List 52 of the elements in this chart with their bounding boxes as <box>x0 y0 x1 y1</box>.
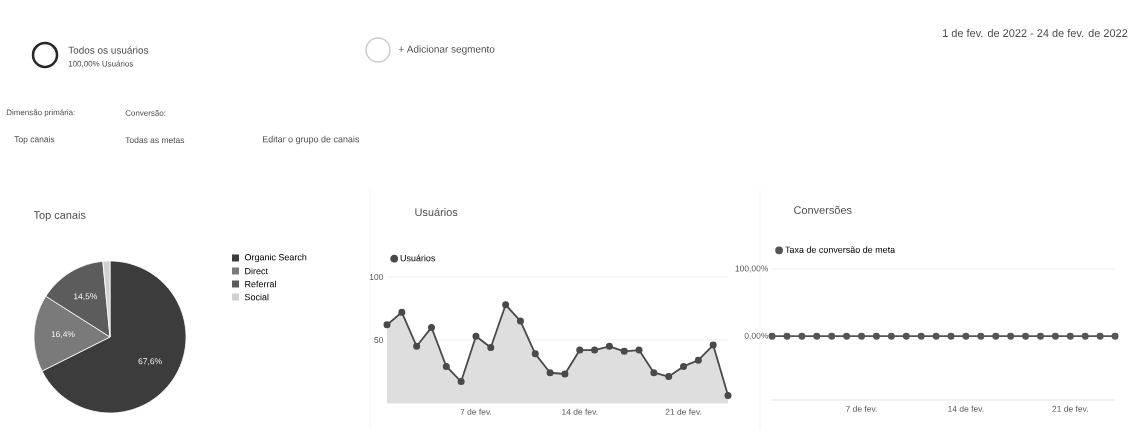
chart-title: Conversões <box>794 206 852 214</box>
text: Todas as metas <box>125 136 185 144</box>
point <box>457 378 465 386</box>
point <box>724 391 732 399</box>
point <box>635 346 643 354</box>
point <box>576 346 584 354</box>
point <box>427 323 435 331</box>
point <box>680 362 688 370</box>
data-label: 67,6% <box>138 358 162 366</box>
legend-label: Direct <box>245 267 268 275</box>
point <box>591 346 599 354</box>
chart-title: Usuários <box>415 207 458 217</box>
text: + Adicionar segmento <box>398 45 495 55</box>
y-tick-label: 0,00% <box>744 332 769 340</box>
x-tick-label: 14 de fev. <box>562 408 598 415</box>
chart-title: Top canais <box>33 210 86 222</box>
point <box>605 342 613 350</box>
point <box>650 369 658 377</box>
point <box>531 350 539 358</box>
data-label: 14,5% <box>74 293 98 301</box>
point <box>472 332 480 340</box>
x-tick-label: 21 de fev. <box>665 408 702 415</box>
point <box>620 347 628 355</box>
x-tick-label: 7 de fev. <box>846 405 877 412</box>
point <box>383 321 391 329</box>
point <box>709 341 717 349</box>
legend-label: Taxa de conversão de meta <box>785 246 896 253</box>
x-tick-label: 14 de fev. <box>948 405 984 412</box>
point <box>398 308 406 316</box>
data-label: 16,4% <box>51 331 75 339</box>
x-tick-label: 7 de fev. <box>460 408 492 415</box>
x-tick-label: 21 de fev. <box>1052 405 1088 412</box>
legend-label: Organic Search <box>244 253 307 263</box>
y-tick-label: 100 <box>369 273 384 280</box>
point <box>516 317 524 325</box>
point <box>546 369 554 377</box>
legend-label: Social <box>244 293 269 301</box>
text: Top canais <box>14 136 55 144</box>
text: Todos os usuários <box>68 46 149 54</box>
point <box>665 373 673 381</box>
point <box>694 356 702 364</box>
point <box>502 301 510 309</box>
point <box>413 342 421 350</box>
text: 1 de fev. de 2022 - 24 de fev. de 2022 <box>943 28 1128 38</box>
legend-label: Referral <box>245 280 276 288</box>
legend-label: Usuários <box>400 254 436 262</box>
y-tick-label: 50 <box>374 336 384 343</box>
text: Editar o grupo de canais <box>262 135 360 145</box>
point <box>561 370 569 378</box>
y-tick-label: 100,00% <box>735 265 769 273</box>
point <box>442 362 450 370</box>
point <box>487 344 495 352</box>
